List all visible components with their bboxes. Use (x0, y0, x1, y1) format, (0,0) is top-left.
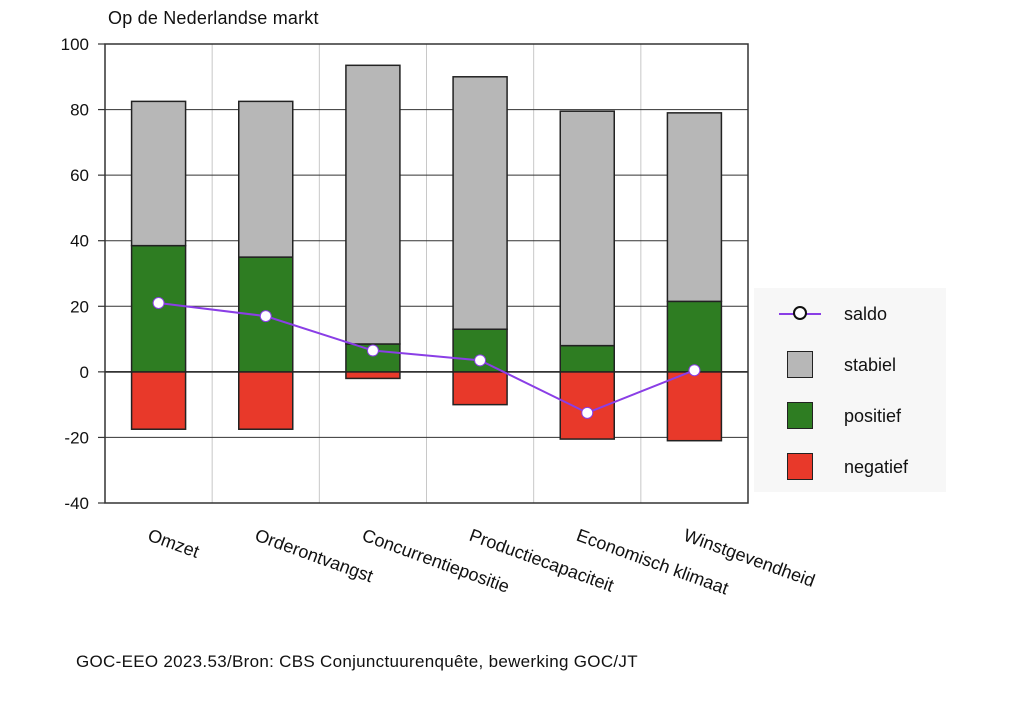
y-tick-label: 0 (80, 363, 89, 382)
saldo-polyline (158, 302, 695, 414)
legend-item-positief: positief (754, 396, 946, 436)
bar-negatief (130, 371, 187, 430)
legend-swatch-stabiel (787, 351, 813, 378)
y-tick-label: 60 (70, 166, 89, 185)
bar-stabiel (238, 100, 294, 258)
y-tick-label: 100 (61, 35, 89, 54)
legend-item-stabiel: stabiel (754, 345, 946, 385)
legend-item-saldo: saldo (754, 294, 946, 334)
y-tick-label: 20 (70, 297, 89, 316)
legend-label-saldo: saldo (844, 304, 888, 324)
legend-label-stabiel: stabiel (844, 355, 897, 375)
bar-positief (666, 300, 723, 373)
legend-item-negatief: negatief (754, 447, 946, 487)
bar-stabiel (345, 64, 401, 345)
y-tick-label: -20 (64, 428, 89, 447)
saldo-point (152, 297, 165, 310)
bar-negatief (452, 371, 508, 406)
chart-title: Op de Nederlandse markt (108, 8, 319, 28)
y-tick-label: -40 (64, 494, 89, 513)
saldo-line (152, 297, 701, 419)
bar-negatief (345, 371, 401, 380)
saldo-point (688, 364, 701, 377)
bar-stabiel (130, 100, 187, 247)
bar-negatief (666, 371, 723, 442)
y-axis: -40 -20 0 20 40 60 80 100 (61, 35, 105, 513)
source-note: GOC-EEO 2023.53/Bron: CBS Conjunctuurenq… (76, 652, 638, 671)
legend: saldo stabiel positief negatief (754, 288, 946, 492)
saldo-point (259, 310, 272, 323)
grid-lines (104, 43, 749, 504)
bar-stabiel (559, 110, 615, 347)
saldo-point (581, 406, 594, 419)
legend-swatch-positief (787, 402, 813, 429)
y-tick-label: 80 (70, 101, 89, 120)
legend-saldo-marker (793, 306, 807, 320)
bar-stabiel (666, 112, 723, 303)
y-tick-label: 40 (70, 232, 89, 251)
saldo-point (366, 344, 379, 357)
bar-positief (559, 344, 615, 373)
legend-swatch-negatief (787, 453, 813, 480)
plot-border (104, 43, 749, 504)
x-tick-label: Orderontvangst (252, 525, 375, 586)
legend-label-positief: positief (844, 406, 902, 426)
saldo-point (474, 354, 487, 367)
bar-stabiel (452, 76, 508, 330)
bar-negatief (238, 371, 294, 430)
x-tick-label: Omzet (145, 525, 202, 562)
legend-label-negatief: negatief (844, 457, 909, 477)
x-axis: Omzet OrderontvangstConcurrentiepositiePr… (145, 525, 817, 599)
